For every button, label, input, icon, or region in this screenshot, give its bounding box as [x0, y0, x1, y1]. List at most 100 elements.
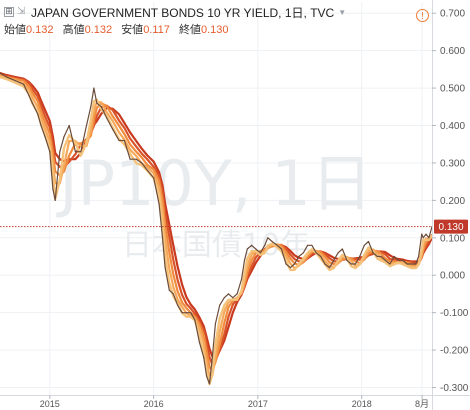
collapse-icon[interactable]: ⊞ — [4, 7, 14, 17]
price-point — [161, 237, 164, 239]
price-point — [293, 263, 296, 265]
ma-line-3 — [0, 73, 434, 372]
high-label: 高値 — [62, 24, 85, 36]
price-point — [123, 139, 125, 142]
price-point — [59, 151, 61, 153]
price-points — [0, 72, 433, 385]
price-point — [425, 233, 427, 235]
price-line — [0, 72, 433, 385]
price-point — [324, 263, 326, 265]
high-value: 0.132 — [84, 24, 113, 36]
price-point — [206, 375, 208, 377]
watermark-symbol: JP10Y, 1日 — [55, 147, 372, 220]
price-point — [367, 240, 370, 243]
price-point — [341, 248, 343, 250]
price-point — [241, 278, 243, 280]
price-point — [90, 106, 92, 108]
price-point — [96, 102, 98, 104]
x-tick-label: 2018 — [352, 399, 372, 409]
price-point — [219, 304, 221, 306]
price-point — [85, 124, 88, 127]
price-point — [410, 263, 413, 265]
price-point — [422, 237, 424, 239]
price-point — [223, 297, 225, 299]
price-point — [168, 289, 170, 291]
price-point — [302, 252, 304, 254]
price-point — [289, 267, 291, 269]
price-point — [402, 259, 404, 261]
price-point — [63, 136, 65, 138]
price-point — [172, 293, 174, 295]
price-point — [37, 113, 39, 115]
price-point — [380, 255, 382, 258]
price-point — [203, 357, 205, 359]
price-point — [255, 248, 257, 250]
price-point — [190, 312, 192, 314]
close-value: 0.130 — [200, 24, 229, 36]
price-point — [28, 95, 30, 97]
price-point — [14, 80, 16, 82]
low-label: 安値 — [121, 24, 144, 36]
price-point — [311, 244, 313, 246]
price-point — [346, 259, 348, 261]
price-point — [93, 87, 95, 89]
y-axis: 0.700 0.600 0.500 0.400 0.300 0.200 0.100 0.000… — [432, 9, 469, 394]
ma-line-5 — [0, 75, 434, 386]
price-point — [177, 304, 179, 306]
price-point — [280, 248, 283, 250]
price-tag-label: 0.130 — [438, 222, 463, 233]
price-tag-box — [434, 219, 468, 234]
price-point — [68, 124, 70, 127]
symbol-title[interactable]: JAPAN GOVERNMENT BONDS 10 YR YIELD, 1日, … — [31, 5, 335, 20]
y-tick-label: 0.500 — [440, 84, 465, 95]
price-point — [23, 83, 25, 85]
resize-arrows-icon[interactable]: ⇲ — [17, 6, 26, 17]
price-point — [54, 199, 56, 201]
x-tick-label: 2015 — [40, 399, 60, 409]
ohlc-row: 始値0.132 高値0.132 安値0.117 終値0.130 — [4, 21, 434, 37]
price-point — [208, 383, 211, 385]
price-point — [259, 252, 261, 254]
chart-header: ⊞ ⇲ JAPAN GOVERNMENT BONDS 10 YR YIELD, … — [4, 4, 434, 37]
price-point — [285, 263, 287, 265]
price-point — [40, 124, 42, 127]
price-point — [185, 312, 187, 314]
y-tick-label: 0.100 — [440, 233, 465, 244]
price-point — [271, 240, 273, 243]
price-point — [164, 267, 166, 269]
x-tick-label: 2016 — [144, 399, 164, 409]
price-point — [146, 169, 148, 171]
price-point — [74, 151, 76, 153]
price-point — [227, 293, 230, 295]
alert-icon[interactable]: ! — [416, 9, 429, 22]
price-point — [406, 263, 408, 265]
price-point — [307, 244, 309, 246]
price-point — [80, 151, 82, 153]
x-tick-label: 2017 — [248, 399, 268, 409]
price-point — [194, 319, 196, 321]
price-point — [44, 136, 46, 138]
price-point — [198, 342, 201, 344]
price-point — [384, 259, 386, 261]
price-point — [100, 106, 102, 108]
chevron-down-icon[interactable]: ▼ — [338, 7, 347, 17]
price-point — [5, 76, 7, 78]
price-point — [106, 117, 108, 119]
price-point — [298, 255, 300, 258]
price-point — [393, 255, 395, 258]
ma-ribbon — [0, 71, 434, 386]
y-tick-label: 0.200 — [440, 196, 465, 207]
price-point — [354, 263, 356, 265]
price-point — [328, 267, 331, 269]
price-point — [397, 259, 399, 261]
price-point — [243, 259, 246, 261]
price-point — [246, 248, 248, 250]
price-point — [363, 244, 365, 246]
price-point — [389, 263, 391, 265]
price-point — [112, 128, 114, 130]
price-point — [118, 139, 120, 142]
price-point — [267, 237, 269, 239]
price-point — [251, 244, 253, 246]
